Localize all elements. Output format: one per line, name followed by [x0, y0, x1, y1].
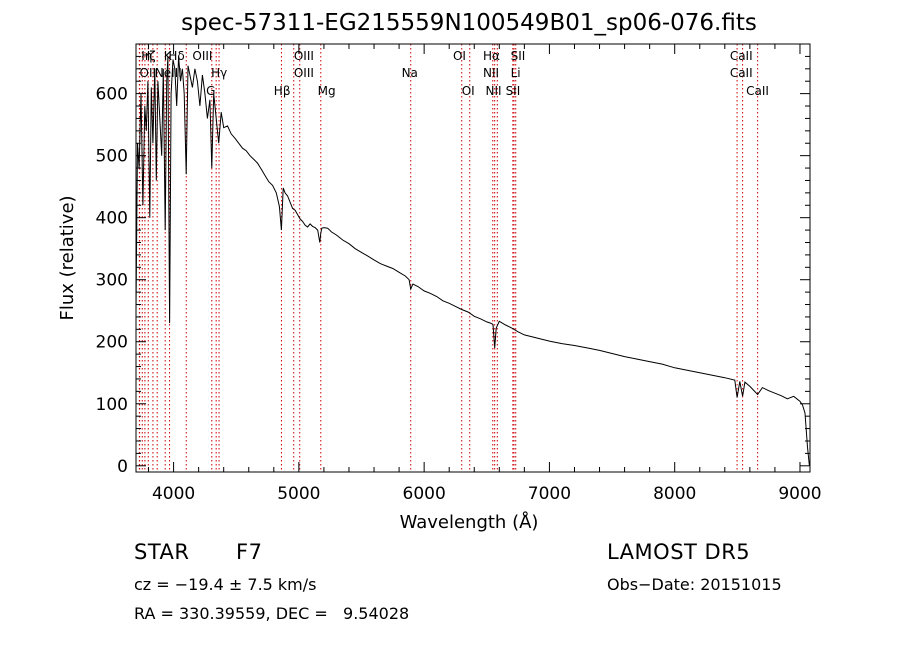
line-label-18: Hα [483, 49, 500, 63]
line-label-1: η [145, 49, 153, 63]
y-tick-label-6: 600 [96, 85, 128, 105]
y-tick-label-0: 0 [117, 457, 128, 477]
line-label-17: OI [462, 84, 475, 98]
x-tick-label-5: 9000 [778, 484, 821, 504]
line-label-26: CaII [746, 84, 769, 98]
line-label-24: CaII [730, 49, 753, 63]
line-label-16: OI [453, 49, 466, 63]
line-label-4: H [168, 49, 177, 63]
x-tick-label-4: 8000 [653, 484, 696, 504]
y-axis-label: Flux (relative) [57, 195, 78, 320]
line-label-21: Li [511, 66, 521, 80]
plot-frame [135, 43, 811, 473]
line-label-11: OIII [294, 49, 314, 63]
line-label-3: K [164, 49, 173, 63]
object-class: STAR [134, 540, 190, 564]
line-label-10: G [206, 84, 215, 98]
line-label-12: OIII [294, 66, 314, 80]
y-tick-label-1: 100 [96, 395, 128, 415]
line-label-20: NII [483, 66, 499, 80]
redshift-velocity: cz = −19.4 ± 7.5 km/s [134, 575, 317, 594]
y-tick-label-4: 400 [96, 209, 128, 229]
line-label-8: OIII [192, 49, 212, 63]
x-tick-label-1: 5000 [277, 484, 320, 504]
line-label-14: Mg [318, 84, 336, 98]
line-label-15: Na [402, 66, 418, 80]
line-label-9: Hγ [211, 66, 227, 80]
observation-date: Obs−Date: 20151015 [607, 575, 782, 594]
line-label-23: SII [506, 84, 521, 98]
line-label-6: OII [140, 66, 157, 80]
x-axis-label: Wavelength (Å) [400, 511, 539, 533]
line-label-13: Hβ [274, 84, 291, 98]
y-tick-label-2: 200 [96, 333, 128, 353]
chart-title: spec-57311-EG215559N100549B01_sp06-076.f… [181, 10, 757, 36]
survey-name: LAMOST DR5 [607, 540, 751, 564]
line-label-5: δ [177, 49, 184, 63]
x-tick-label-2: 6000 [403, 484, 446, 504]
line-label-2: ζ [149, 49, 156, 63]
line-label-22: NII [486, 84, 502, 98]
x-tick-label-3: 7000 [528, 484, 571, 504]
spectrum-series-line [135, 56, 810, 466]
object-subclass: F7 [236, 540, 263, 564]
y-tick-label-5: 500 [96, 147, 128, 167]
line-label-25: CaII [730, 66, 753, 80]
sky-coordinates: RA = 330.39559, DEC = 9.54028 [134, 604, 410, 623]
line-label-0: H [141, 49, 150, 63]
line-label-19: SII [511, 49, 526, 63]
x-tick-label-0: 4000 [152, 484, 195, 504]
y-tick-label-3: 300 [96, 271, 128, 291]
